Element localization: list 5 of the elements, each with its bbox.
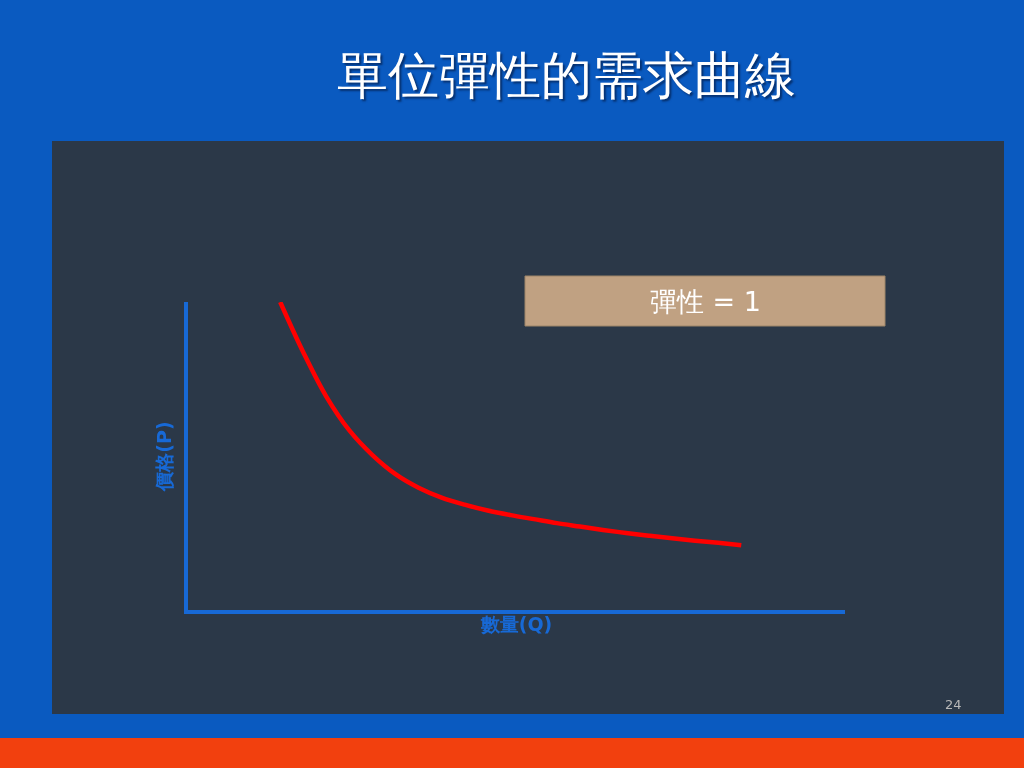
y-axis-title: 價格(P): [153, 421, 176, 492]
chart-title: 單位彈性的需求曲線: [336, 45, 796, 105]
x-axis-title: 數量(Q): [479, 613, 553, 636]
text: 24: [945, 697, 962, 712]
annotation: 彈性 = 1: [650, 286, 761, 317]
